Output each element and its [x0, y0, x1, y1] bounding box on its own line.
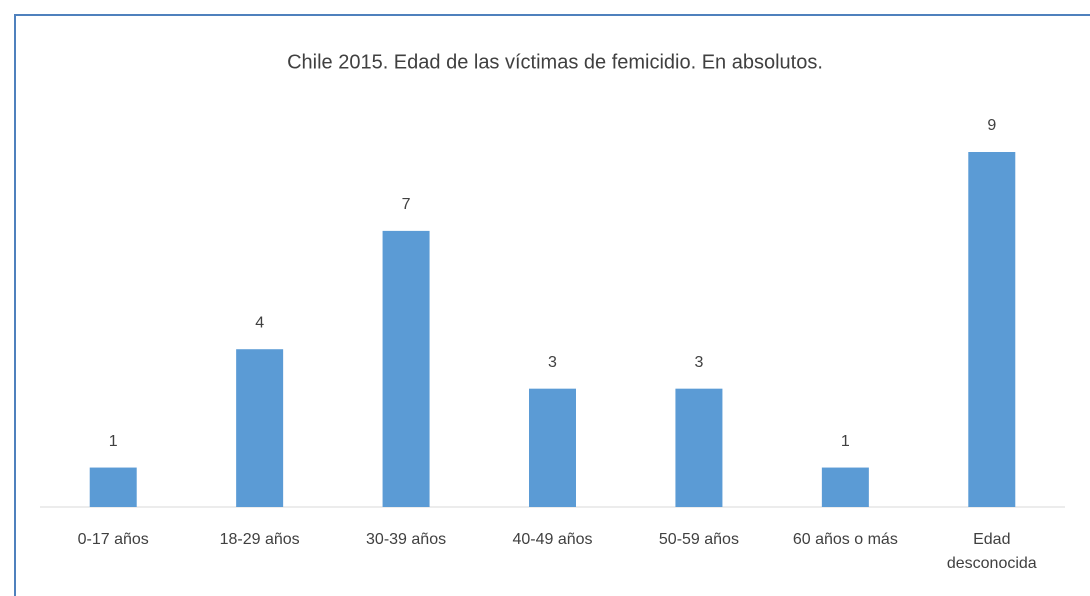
data-label: 1: [841, 433, 850, 450]
x-tick-label: 50-59 años: [658, 531, 739, 548]
x-tick-label: 30-39 años: [366, 531, 447, 548]
x-tick-label: 18-29 años: [219, 531, 300, 548]
bar: [89, 467, 137, 507]
data-label: 3: [548, 354, 557, 371]
chart-title: Chile 2015. Edad de las víctimas de femi…: [287, 51, 823, 73]
data-label: 9: [987, 117, 996, 134]
x-tick-label: 60 años o más: [792, 531, 898, 548]
chart-frame: [14, 14, 1090, 596]
data-label: 1: [109, 433, 118, 450]
bar: [821, 467, 869, 507]
data-label: 7: [402, 196, 411, 213]
bar: [236, 349, 284, 507]
data-label: 4: [255, 314, 264, 331]
data-label: 3: [694, 354, 703, 371]
bar: [382, 230, 430, 507]
bar: [968, 152, 1016, 507]
x-tick-label: 0-17 años: [77, 531, 149, 548]
x-tick-label: Edad desconocida: [946, 531, 1037, 572]
bar: [675, 388, 723, 507]
bar: [529, 388, 576, 507]
x-tick-label: 40-49 años: [512, 531, 593, 548]
